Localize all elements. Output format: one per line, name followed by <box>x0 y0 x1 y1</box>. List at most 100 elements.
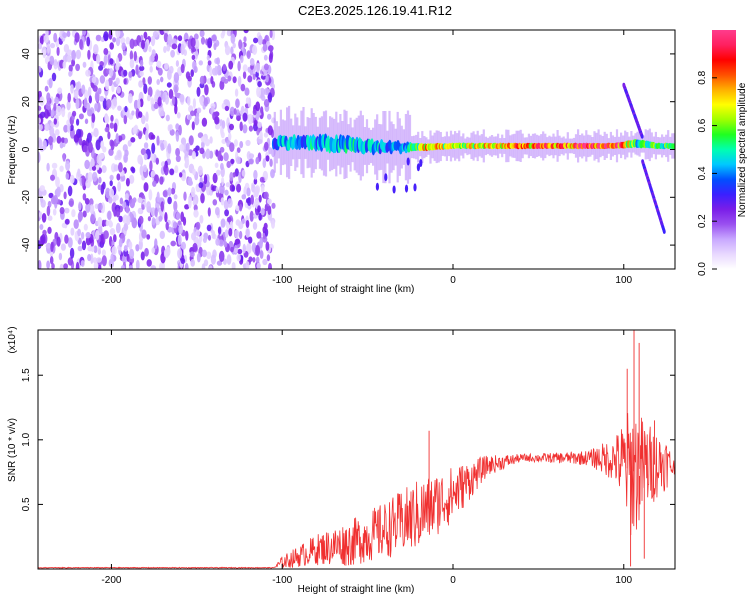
noise-blob <box>245 220 250 228</box>
noise-blob <box>263 63 269 71</box>
noise-blob <box>160 76 164 83</box>
noise-blob <box>108 196 113 204</box>
noise-blob <box>115 133 119 144</box>
noise-blob <box>38 43 43 50</box>
noise-blob <box>75 63 80 72</box>
noise-blob <box>192 199 197 206</box>
noise-blob <box>65 172 70 180</box>
noise-blob <box>241 169 246 177</box>
noise-blob <box>69 247 75 259</box>
noise-blob <box>115 36 121 47</box>
noise-blob <box>157 67 163 76</box>
spectrogram-x-axis-label: Height of straight line (km) <box>298 284 415 295</box>
noise-blob <box>66 100 71 111</box>
colorbar-tick-label: 0.0 <box>697 262 708 276</box>
x-tick-label: 100 <box>615 575 632 586</box>
noise-blob <box>90 158 95 167</box>
noise-blob <box>53 59 58 70</box>
noise-blob <box>124 193 129 200</box>
noise-blob <box>105 79 110 91</box>
noise-blob <box>175 123 180 131</box>
noise-blob <box>166 82 172 88</box>
noise-blob <box>103 31 109 42</box>
x-tick-label: 0 <box>450 275 456 286</box>
noise-blob <box>92 171 98 182</box>
noise-blob <box>163 164 167 173</box>
colorbar-ticks: 0.0 0.2 0.4 0.6 0.8 <box>697 70 717 276</box>
noise-blob <box>101 249 106 257</box>
noise-blob <box>265 75 269 83</box>
noise-blob <box>67 123 71 133</box>
noise-blob <box>59 207 65 215</box>
noise-blob <box>84 89 89 100</box>
noise-blob <box>100 233 104 245</box>
noise-blob <box>233 108 237 115</box>
ridge-drip <box>404 184 409 193</box>
noise-blob <box>71 209 76 218</box>
snr-panel: -200 -100 0 100 0.5 1.0 1.5 (x10⁴) Height of … <box>7 326 676 595</box>
noise-blob <box>115 30 121 38</box>
noise-blob <box>38 260 42 269</box>
noise-blob <box>245 228 250 238</box>
noise-blob <box>118 215 123 223</box>
noise-blob <box>82 210 87 218</box>
noise-blob <box>101 165 107 174</box>
noise-blob <box>111 84 115 93</box>
noise-blob <box>96 154 102 165</box>
noise-blob <box>182 216 187 226</box>
noise-blob <box>133 51 137 62</box>
noise-blob <box>267 92 273 103</box>
noise-blob <box>120 265 125 269</box>
noise-blob <box>235 156 241 165</box>
noise-blob <box>64 137 68 144</box>
noise-blob <box>85 236 91 246</box>
noise-blob <box>143 31 148 39</box>
noise-blob <box>59 263 64 269</box>
noise-blob <box>118 162 123 173</box>
noise-blob <box>75 82 80 90</box>
noise-blob <box>160 110 166 117</box>
noise-blob <box>99 95 105 102</box>
noise-blob <box>159 230 165 240</box>
noise-blob <box>249 210 254 222</box>
noise-blob <box>102 98 107 110</box>
noise-blob <box>170 49 176 58</box>
noise-blob <box>185 157 190 167</box>
noise-blob <box>173 200 178 212</box>
noise-blob <box>223 78 229 84</box>
noise-blob <box>78 201 82 211</box>
noise-blob <box>150 134 156 140</box>
noise-blob <box>223 99 229 105</box>
noise-blob <box>252 45 258 55</box>
noise-blob <box>51 72 57 82</box>
noise-blob <box>163 46 167 53</box>
noise-blob <box>213 42 217 51</box>
noise-blob <box>210 76 214 85</box>
noise-blob <box>192 98 196 109</box>
streak-point <box>640 134 644 139</box>
noise-blob <box>122 201 127 210</box>
noise-blob <box>251 242 257 253</box>
noise-blob <box>38 105 42 112</box>
noise-blob <box>56 46 60 57</box>
noise-blob <box>93 261 99 269</box>
noise-blob <box>152 180 157 187</box>
y-tick-label: 40 <box>21 48 32 60</box>
noise-blob <box>90 214 95 224</box>
x-tick-label: -200 <box>101 575 121 586</box>
noise-blob <box>243 30 249 34</box>
noise-blob <box>71 49 76 61</box>
noise-blob <box>254 186 259 197</box>
noise-blob <box>47 226 52 234</box>
colorbar-tick-label: 0.6 <box>697 118 708 132</box>
noise-blob <box>196 86 201 97</box>
noise-blob <box>108 188 115 198</box>
noise-blob <box>46 92 51 102</box>
noise-blob <box>268 53 273 64</box>
noise-blob <box>137 98 141 109</box>
noise-blob <box>171 38 178 45</box>
noise-blob <box>249 58 255 66</box>
x-tick-label: 100 <box>615 275 632 286</box>
noise-blob <box>48 136 54 144</box>
noise-blob <box>87 49 91 60</box>
